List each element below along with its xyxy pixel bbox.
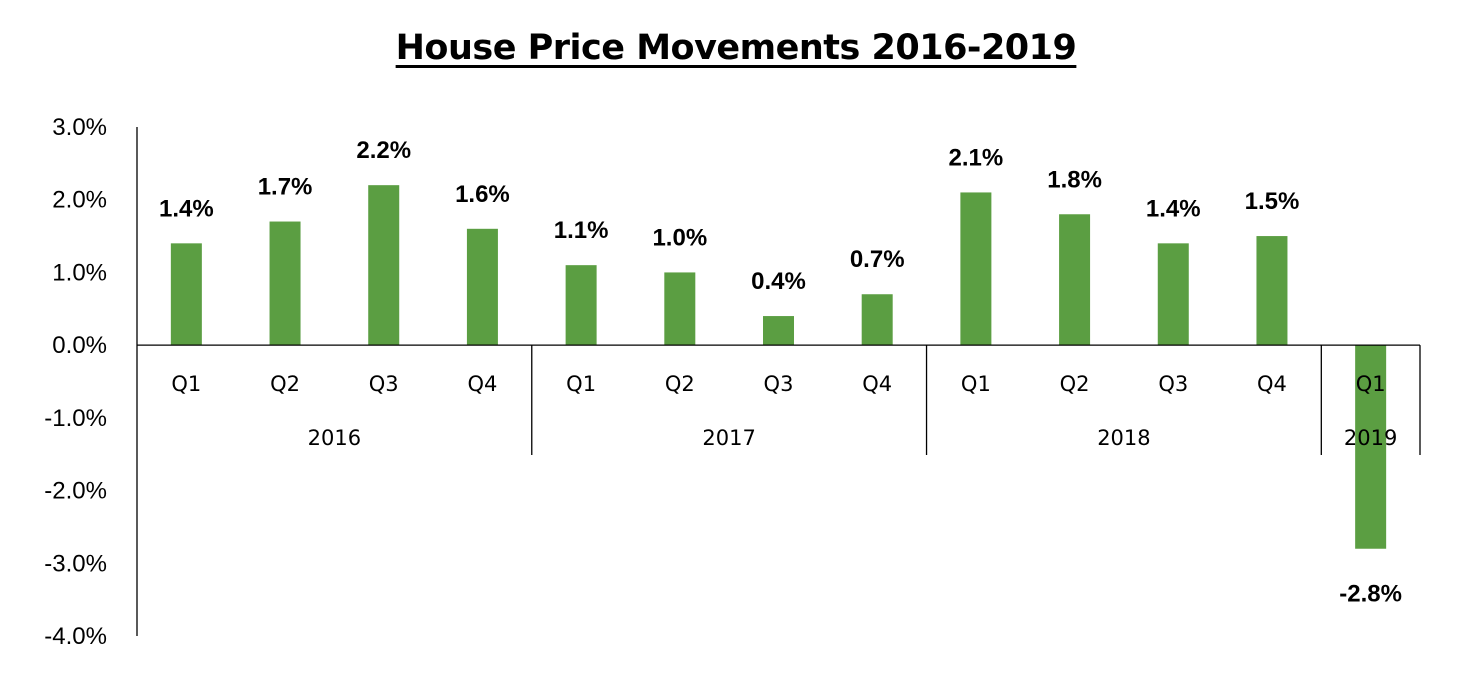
data-label: 1.1%	[554, 217, 609, 244]
bar	[664, 272, 696, 346]
data-label: 2.2%	[356, 137, 411, 164]
data-label: 1.6%	[455, 181, 510, 208]
bar	[1059, 214, 1091, 346]
y-tick-label: 0.0%	[52, 332, 107, 359]
category-label: Q1	[961, 372, 991, 396]
bar	[763, 316, 794, 346]
bar	[960, 192, 992, 346]
data-label: 0.7%	[850, 246, 905, 273]
data-label: 0.4%	[751, 268, 806, 295]
y-tick-label: -3.0%	[44, 550, 107, 577]
category-label: Q2	[270, 372, 300, 396]
group-label: 2017	[702, 426, 755, 450]
bar	[368, 185, 400, 346]
category-label: Q3	[369, 372, 399, 396]
data-label: 1.0%	[652, 224, 707, 251]
category-label: Q2	[665, 372, 695, 396]
data-label: 1.4%	[159, 195, 214, 222]
category-label: Q3	[1158, 372, 1188, 396]
y-tick-label: -1.0%	[44, 405, 107, 432]
bar	[861, 294, 893, 346]
y-tick-label: -4.0%	[44, 623, 107, 650]
y-tick-label: 3.0%	[52, 114, 107, 141]
group-label: 2019	[1344, 426, 1397, 450]
axes-layer	[136, 127, 1421, 636]
category-label: Q3	[764, 372, 794, 396]
y-tick-label: 1.0%	[52, 259, 107, 286]
category-label: Q4	[467, 372, 497, 396]
group-label: 2018	[1097, 426, 1150, 450]
data-label: 2.1%	[949, 144, 1004, 171]
bar	[1256, 236, 1288, 346]
bars-layer	[170, 185, 1387, 549]
y-tick-label: 2.0%	[52, 187, 107, 214]
chart-title: House Price Movements 2016-2019	[395, 28, 1077, 68]
bar	[1355, 345, 1387, 549]
category-label: Q4	[862, 372, 892, 396]
bar	[565, 265, 597, 346]
category-label: Q1	[1356, 372, 1386, 396]
data-label: 1.4%	[1146, 195, 1201, 222]
data-label: 1.8%	[1047, 166, 1102, 193]
data-label: -2.8%	[1339, 581, 1402, 608]
bar	[170, 243, 202, 346]
group-label: 2016	[308, 426, 361, 450]
bar	[1157, 243, 1189, 346]
category-label: Q1	[171, 372, 201, 396]
bar	[269, 221, 301, 346]
data-label: 1.7%	[258, 174, 313, 201]
category-label: Q4	[1257, 372, 1287, 396]
bar	[466, 228, 498, 346]
y-tick-label: -2.0%	[44, 478, 107, 505]
data-label: 1.5%	[1245, 188, 1300, 215]
category-label: Q1	[566, 372, 596, 396]
labels-layer: 1.4% Q1 1.7% Q2 2.2% Q3 1.6% Q4 1.1% Q1 1.0% Q2 0.4%…	[44, 114, 1402, 650]
category-label: Q2	[1060, 372, 1090, 396]
